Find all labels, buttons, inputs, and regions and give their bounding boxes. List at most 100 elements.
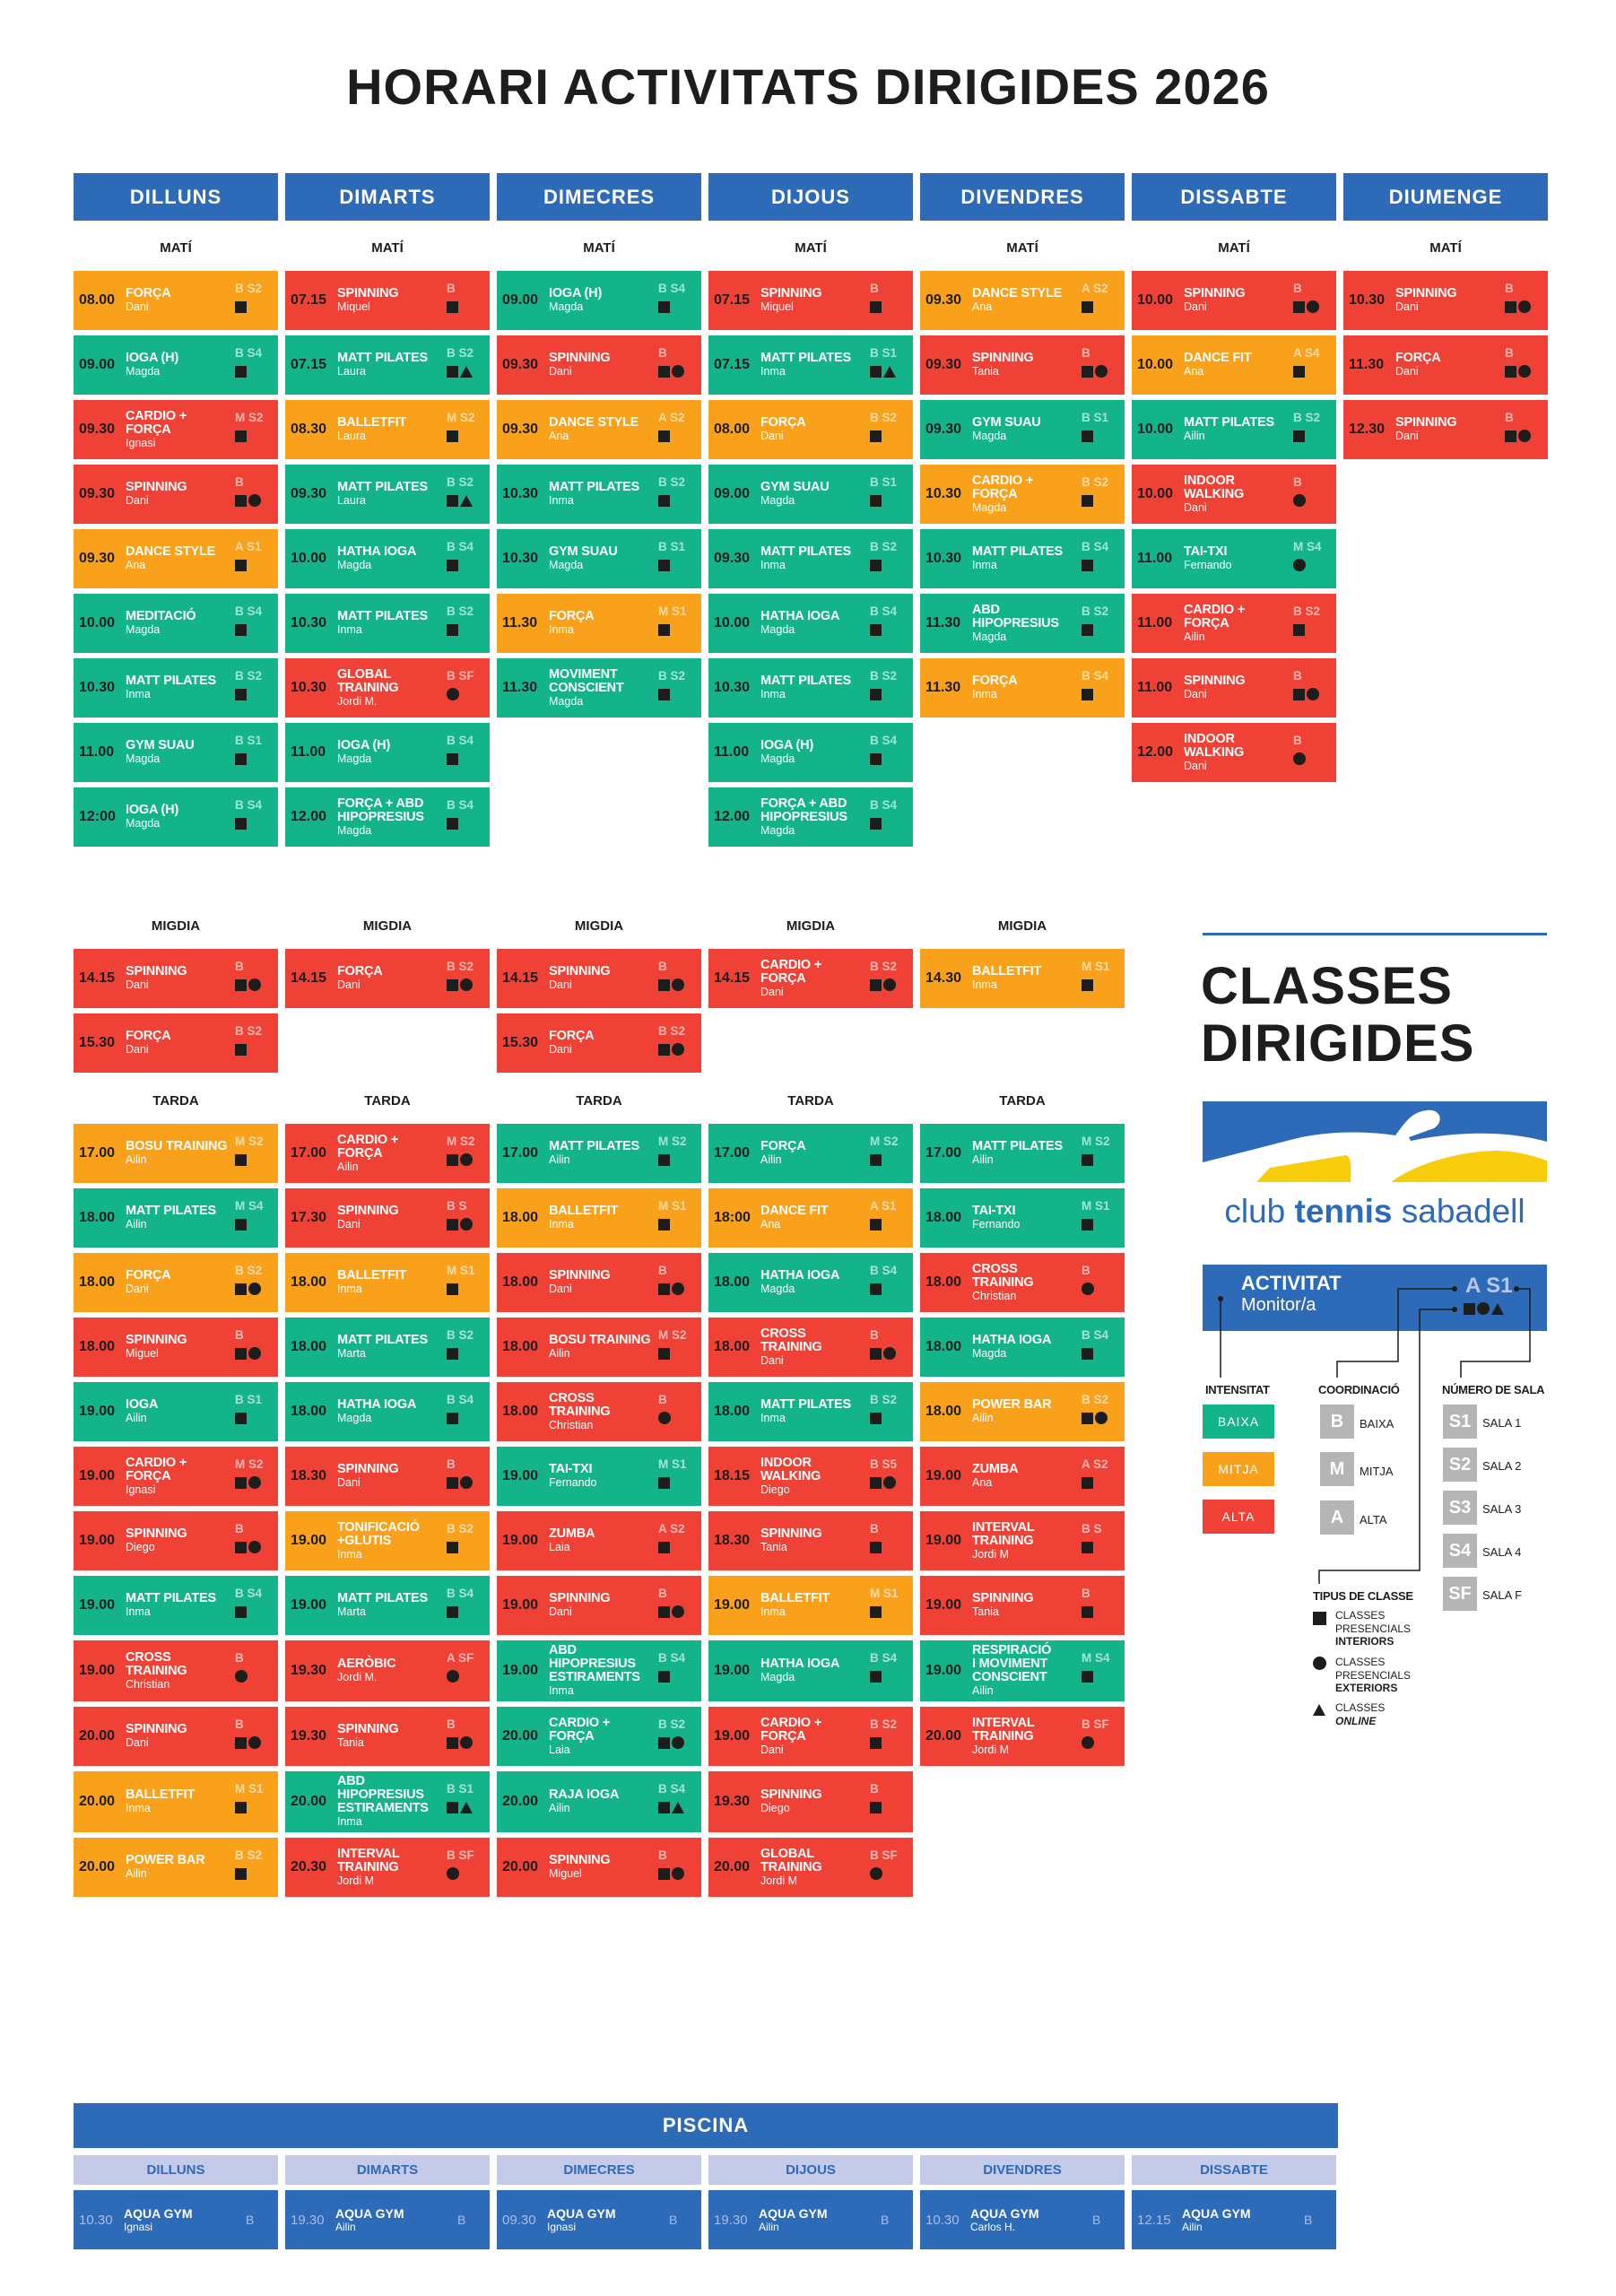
class-card[interactable]: 19.00 ZUMBA Ana A S2: [920, 1447, 1125, 1506]
class-card[interactable]: 10.00 INDOOR WALKING Dani B: [1132, 465, 1336, 524]
class-card[interactable]: 07.15 MATT PILATES Laura B S2: [285, 335, 490, 395]
class-card[interactable]: 11.30 MOVIMENT CONSCIENT Magda B S2: [497, 658, 701, 718]
class-card[interactable]: 14.15 FORÇA Dani B S2: [285, 949, 490, 1008]
class-card[interactable]: 19.00 IOGA Ailin B S1: [74, 1382, 278, 1441]
class-card[interactable]: 09.30 SPINNING Dani B: [497, 335, 701, 395]
class-card[interactable]: 19.00 SPINNING Dani B: [497, 1576, 701, 1635]
class-card[interactable]: 09.30 SPINNING Tania B: [920, 335, 1125, 395]
class-card[interactable]: 11.00 IOGA (H) Magda B S4: [285, 723, 490, 782]
class-card[interactable]: 18.00 CROSS TRAINING Christian B: [920, 1253, 1125, 1312]
class-card[interactable]: 18.00 HATHA IOGA Magda B S4: [920, 1318, 1125, 1377]
class-card[interactable]: 19.00 ABD HIPOPRESIUS ESTIRAMENTS Inma B S4: [497, 1640, 701, 1701]
class-card[interactable]: 20.00 CARDIO + FORÇA Laia B S2: [497, 1707, 701, 1766]
class-card[interactable]: 12:00 IOGA (H) Magda B S4: [74, 787, 278, 847]
class-card[interactable]: 10.30 MATT PILATES Inma B S4: [920, 529, 1125, 588]
class-card[interactable]: 09.30 CARDIO + FORÇA Ignasi M S2: [74, 400, 278, 459]
class-card[interactable]: 20.00 SPINNING Dani B: [74, 1707, 278, 1766]
class-card[interactable]: 19.30 SPINNING Diego B: [708, 1771, 913, 1832]
class-card[interactable]: 12.30 SPINNING Dani B: [1343, 400, 1548, 459]
class-card[interactable]: 20.00 ABD HIPOPRESIUS ESTIRAMENTS Inma B S1: [285, 1771, 490, 1832]
class-card[interactable]: 17.30 SPINNING Dani B S: [285, 1188, 490, 1248]
class-card[interactable]: 18.00 FORÇA Dani B S2: [74, 1253, 278, 1312]
class-card[interactable]: 09.30 SPINNING Dani B: [74, 465, 278, 524]
class-card[interactable]: 10.30 MATT PILATES Inma B S2: [708, 658, 913, 718]
class-card[interactable]: 20.00 SPINNING Miguel B: [497, 1838, 701, 1897]
class-card[interactable]: 09.30 DANCE STYLE Ana A S1: [74, 529, 278, 588]
class-card[interactable]: 18.30 SPINNING Dani B: [285, 1447, 490, 1506]
class-card[interactable]: 11.30 FORÇA Inma B S4: [920, 658, 1125, 718]
class-card[interactable]: 09.30 DANCE STYLE Ana A S2: [497, 400, 701, 459]
class-card[interactable]: 18.00 MATT PILATES Ailin M S4: [74, 1188, 278, 1248]
class-card[interactable]: 19.30 AERÒBIC Jordi M. A SF: [285, 1640, 490, 1701]
pool-class-card[interactable]: 09.30 AQUA GYM Ignasi B: [497, 2190, 701, 2249]
class-card[interactable]: 11.00 CARDIO + FORÇA Ailin B S2: [1132, 594, 1336, 653]
class-card[interactable]: 20.00 POWER BAR Ailin B S2: [74, 1838, 278, 1897]
class-card[interactable]: 12.00 FORÇA + ABD HIPOPRESIUS Magda B S4: [285, 787, 490, 847]
class-card[interactable]: 10.00 MEDITACIÓ Magda B S4: [74, 594, 278, 653]
class-card[interactable]: 14.15 CARDIO + FORÇA Dani B S2: [708, 949, 913, 1008]
class-card[interactable]: 18.15 INDOOR WALKING Diego B S5: [708, 1447, 913, 1506]
class-card[interactable]: 09.30 MATT PILATES Laura B S2: [285, 465, 490, 524]
class-card[interactable]: 18.00 CROSS TRAINING Dani B: [708, 1318, 913, 1377]
class-card[interactable]: 10.30 MATT PILATES Inma B S2: [285, 594, 490, 653]
class-card[interactable]: 19.00 TAI-TXI Fernando M S1: [497, 1447, 701, 1506]
class-card[interactable]: 19.00 MATT PILATES Inma B S4: [74, 1576, 278, 1635]
class-card[interactable]: 19.00 ZUMBA Laia A S2: [497, 1511, 701, 1570]
class-card[interactable]: 15.30 FORÇA Dani B S2: [497, 1013, 701, 1073]
class-card[interactable]: 14.30 BALLETFIT Inma M S1: [920, 949, 1125, 1008]
class-card[interactable]: 09.00 GYM SUAU Magda B S1: [708, 465, 913, 524]
class-card[interactable]: 10.00 HATHA IOGA Magda B S4: [708, 594, 913, 653]
class-card[interactable]: 18:00 DANCE FIT Ana A S1: [708, 1188, 913, 1248]
class-card[interactable]: 18.00 BALLETFIT Inma M S1: [285, 1253, 490, 1312]
class-card[interactable]: 10.30 MATT PILATES Inma B S2: [497, 465, 701, 524]
class-card[interactable]: 08.30 BALLETFIT Laura M S2: [285, 400, 490, 459]
class-card[interactable]: 10.30 GLOBAL TRAINING Jordi M. B SF: [285, 658, 490, 718]
class-card[interactable]: 10.00 MATT PILATES Ailin B S2: [1132, 400, 1336, 459]
class-card[interactable]: 07.15 SPINNING Miquel B: [285, 271, 490, 330]
class-card[interactable]: 15.30 FORÇA Dani B S2: [74, 1013, 278, 1073]
class-card[interactable]: 14.15 SPINNING Dani B: [497, 949, 701, 1008]
class-card[interactable]: 17.00 MATT PILATES Ailin M S2: [497, 1124, 701, 1183]
class-card[interactable]: 18.00 MATT PILATES Inma B S2: [708, 1382, 913, 1441]
class-card[interactable]: 10.30 GYM SUAU Magda B S1: [497, 529, 701, 588]
class-card[interactable]: 20.00 RAJA IOGA Ailin B S4: [497, 1771, 701, 1832]
class-card[interactable]: 20.00 BALLETFIT Inma M S1: [74, 1771, 278, 1832]
class-card[interactable]: 17.00 MATT PILATES Ailin M S2: [920, 1124, 1125, 1183]
class-card[interactable]: 10.30 CARDIO + FORÇA Magda B S2: [920, 465, 1125, 524]
class-card[interactable]: 10.00 HATHA IOGA Magda B S4: [285, 529, 490, 588]
class-card[interactable]: 19.00 CARDIO + FORÇA Dani B S2: [708, 1707, 913, 1766]
class-card[interactable]: 18.00 POWER BAR Ailin B S2: [920, 1382, 1125, 1441]
class-card[interactable]: 09.00 IOGA (H) Magda B S4: [74, 335, 278, 395]
class-card[interactable]: 11.00 GYM SUAU Magda B S1: [74, 723, 278, 782]
class-card[interactable]: 18.00 SPINNING Dani B: [497, 1253, 701, 1312]
class-card[interactable]: 11.30 FORÇA Dani B: [1343, 335, 1548, 395]
class-card[interactable]: 18.00 SPINNING Miguel B: [74, 1318, 278, 1377]
class-card[interactable]: 11.30 ABD HIPOPRESIUS Magda B S2: [920, 594, 1125, 653]
class-card[interactable]: 18.00 BALLETFIT Inma M S1: [497, 1188, 701, 1248]
class-card[interactable]: 19.00 BALLETFIT Inma M S1: [708, 1576, 913, 1635]
pool-class-card[interactable]: 19.30 AQUA GYM Ailin B: [285, 2190, 490, 2249]
class-card[interactable]: 18.00 CROSS TRAINING Christian B: [497, 1382, 701, 1441]
class-card[interactable]: 19.00 RESPIRACIÓ I MOVIMENT CONSCIENT Aili…: [920, 1640, 1125, 1701]
class-card[interactable]: 12.00 FORÇA + ABD HIPOPRESIUS Magda B S4: [708, 787, 913, 847]
class-card[interactable]: 18.00 HATHA IOGA Magda B S4: [708, 1253, 913, 1312]
class-card[interactable]: 08.00 FORÇA Dani B S2: [74, 271, 278, 330]
class-card[interactable]: 18.00 BOSU TRAINING Ailin M S2: [497, 1318, 701, 1377]
pool-class-card[interactable]: 10.30 AQUA GYM Carlos H. B: [920, 2190, 1125, 2249]
class-card[interactable]: 19.00 HATHA IOGA Magda B S4: [708, 1640, 913, 1701]
class-card[interactable]: 10.00 DANCE FIT Ana A S4: [1132, 335, 1336, 395]
class-card[interactable]: 17.00 CARDIO + FORÇA Ailin M S2: [285, 1124, 490, 1183]
class-card[interactable]: 19.00 SPINNING Tania B: [920, 1576, 1125, 1635]
class-card[interactable]: 11.00 IOGA (H) Magda B S4: [708, 723, 913, 782]
class-card[interactable]: 09.00 IOGA (H) Magda B S4: [497, 271, 701, 330]
class-card[interactable]: 11.00 SPINNING Dani B: [1132, 658, 1336, 718]
class-card[interactable]: 12.00 INDOOR WALKING Dani B: [1132, 723, 1336, 782]
class-card[interactable]: 10.30 MATT PILATES Inma B S2: [74, 658, 278, 718]
class-card[interactable]: 10.30 SPINNING Dani B: [1343, 271, 1548, 330]
class-card[interactable]: 18.00 HATHA IOGA Magda B S4: [285, 1382, 490, 1441]
class-card[interactable]: 07.15 MATT PILATES Inma B S1: [708, 335, 913, 395]
class-card[interactable]: 19.00 CROSS TRAINING Christian B: [74, 1640, 278, 1701]
